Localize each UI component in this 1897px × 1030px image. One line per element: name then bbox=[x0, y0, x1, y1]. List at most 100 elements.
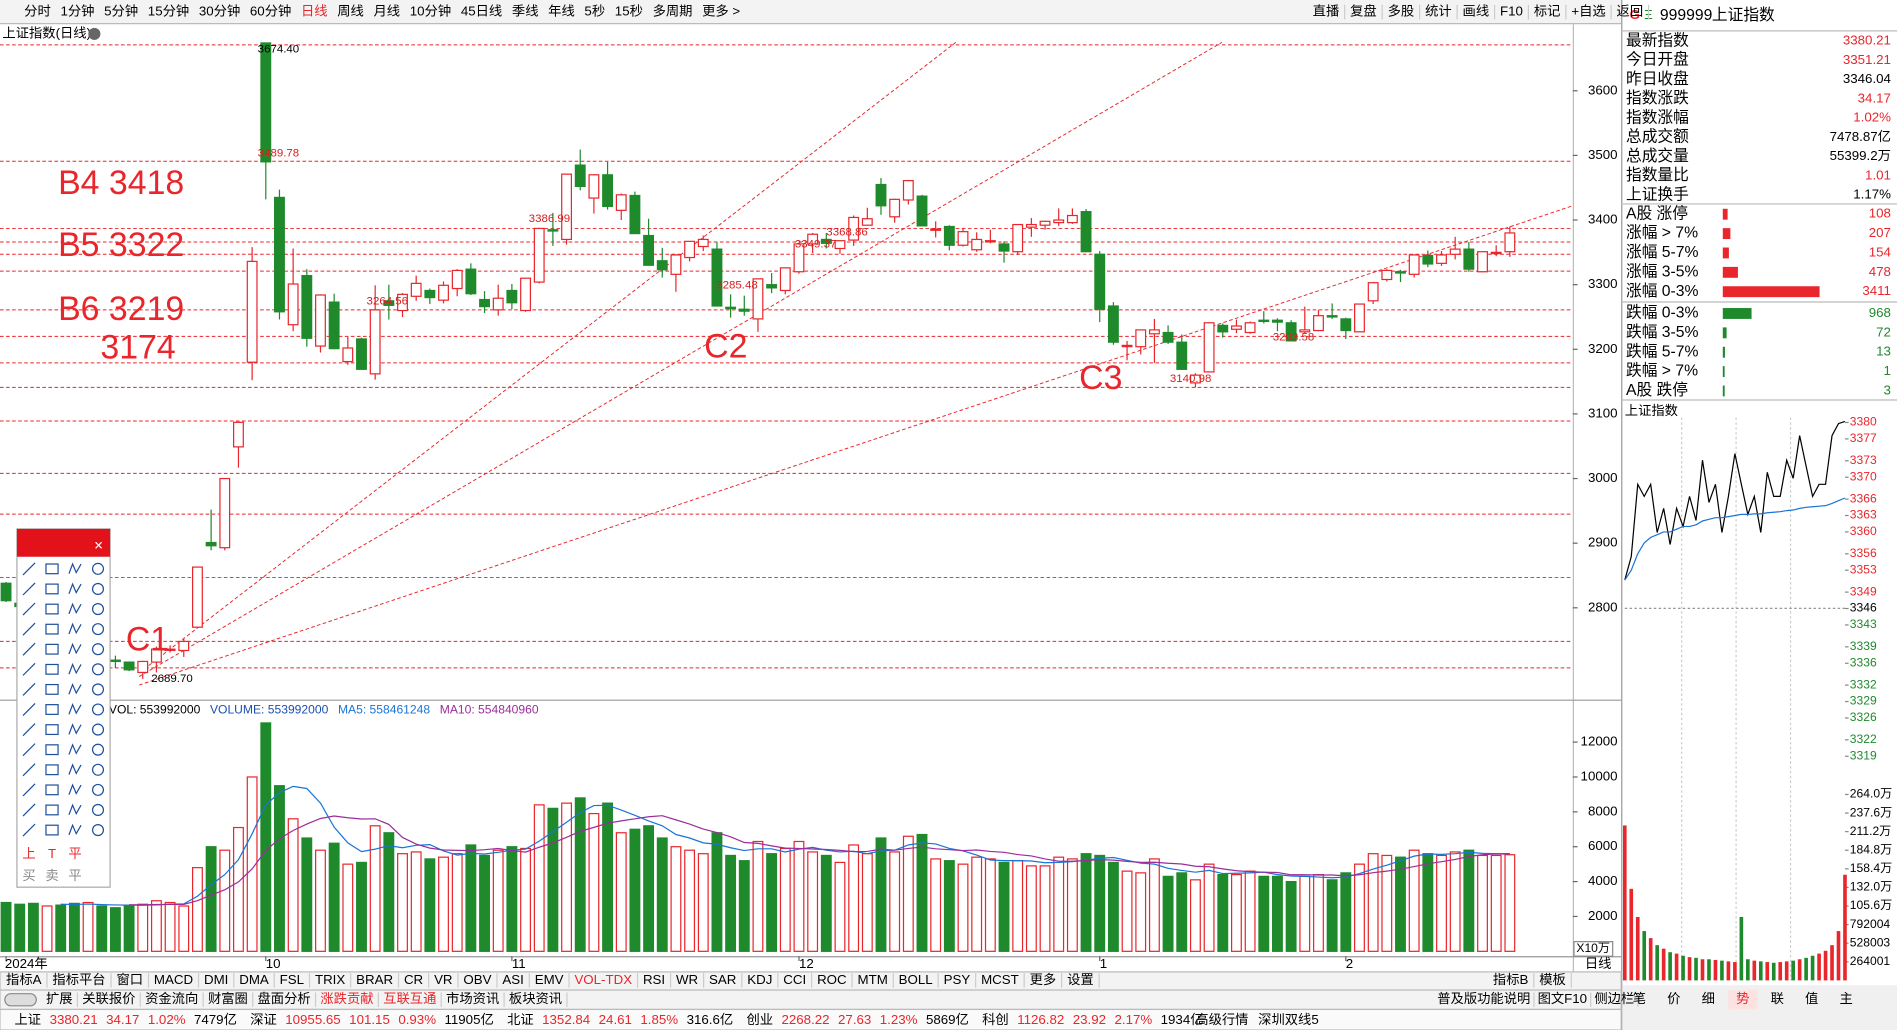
side-tab[interactable]: 细 bbox=[1702, 991, 1715, 1006]
tool-icon[interactable] bbox=[91, 823, 105, 837]
sub-tab[interactable]: 互联互通 bbox=[383, 991, 436, 1006]
side-tab[interactable]: 笔 bbox=[1633, 991, 1646, 1006]
toggle[interactable] bbox=[4, 993, 37, 1007]
side-tab[interactable]: 势 bbox=[1736, 991, 1749, 1006]
tool-icon[interactable] bbox=[45, 784, 59, 796]
side-tab[interactable]: 价 bbox=[1667, 991, 1680, 1006]
toolbar-button[interactable]: 画线 bbox=[1463, 4, 1490, 19]
tool-icon[interactable] bbox=[22, 743, 36, 757]
indicator-tab[interactable]: EMV bbox=[535, 972, 564, 987]
indicator-tab[interactable]: WR bbox=[676, 972, 698, 987]
period-tab[interactable]: 45日线 bbox=[461, 4, 502, 19]
period-tab[interactable]: 15分钟 bbox=[148, 3, 189, 19]
period-tab[interactable]: 年线 bbox=[548, 4, 575, 19]
sub-tab[interactable]: 普及版功能说明 bbox=[1437, 991, 1530, 1006]
period-tab[interactable]: 分时 bbox=[24, 4, 51, 19]
trade-button[interactable]: 卖 bbox=[45, 868, 58, 883]
period-tab[interactable]: 日线 bbox=[301, 4, 328, 19]
tool-icon[interactable] bbox=[68, 703, 82, 715]
indicator-tab[interactable]: VOL-TDX bbox=[574, 972, 632, 987]
tool-icon[interactable] bbox=[45, 623, 59, 635]
tool-icon[interactable] bbox=[45, 824, 59, 836]
indicator-tab[interactable]: CCI bbox=[783, 972, 806, 987]
tool-icon[interactable] bbox=[22, 803, 36, 817]
tool-icon[interactable] bbox=[68, 642, 82, 655]
tool-icon[interactable]: 上 bbox=[22, 846, 35, 861]
tool-icon[interactable] bbox=[45, 724, 59, 736]
sub-tab[interactable]: 板块资讯 bbox=[509, 991, 562, 1006]
tool-icon[interactable] bbox=[91, 663, 105, 676]
indicator-tab[interactable]: 指标平台 bbox=[52, 972, 105, 987]
indicator-tab[interactable]: OBV bbox=[463, 972, 491, 987]
toolbar-button[interactable]: 返回 bbox=[1617, 4, 1644, 19]
period-tab[interactable]: 15秒 bbox=[615, 4, 643, 19]
trade-button[interactable]: 买 bbox=[22, 868, 35, 883]
period-tab[interactable]: 10分钟 bbox=[410, 3, 451, 19]
tool-icon[interactable] bbox=[22, 682, 36, 696]
indicator-tab[interactable]: DMA bbox=[239, 972, 269, 987]
indicator-tab[interactable]: PSY bbox=[944, 972, 971, 987]
period-tab[interactable]: 周线 bbox=[337, 4, 364, 19]
tool-icon[interactable] bbox=[45, 663, 59, 675]
period-tab[interactable]: 30分钟 bbox=[199, 3, 240, 19]
indicator-tab[interactable]: RSI bbox=[643, 972, 665, 987]
toolbar-button[interactable]: 直播 bbox=[1313, 4, 1340, 19]
tool-icon[interactable] bbox=[22, 783, 36, 797]
indicator-tab[interactable]: 更多 bbox=[1030, 971, 1057, 987]
tool-icon[interactable] bbox=[68, 662, 82, 675]
tool-icon[interactable] bbox=[91, 623, 105, 636]
sub-tab[interactable]: 关联报价 bbox=[82, 991, 135, 1006]
tool-icon[interactable] bbox=[22, 582, 36, 596]
indicator-tab[interactable]: MCST bbox=[981, 972, 1019, 987]
indicator-tab[interactable]: VR bbox=[434, 972, 452, 987]
sub-tab[interactable]: 扩展 bbox=[46, 991, 73, 1006]
period-tab[interactable]: 月线 bbox=[374, 4, 401, 19]
side-tab[interactable]: 值 bbox=[1805, 991, 1818, 1006]
tool-icon[interactable] bbox=[68, 783, 82, 795]
tool-icon[interactable] bbox=[68, 682, 82, 695]
sub-tab[interactable]: 资金流向 bbox=[145, 991, 198, 1006]
indicator-tab[interactable]: 窗口 bbox=[116, 971, 143, 987]
tool-icon[interactable] bbox=[68, 582, 82, 595]
sub-tab[interactable]: 涨跌贡献 bbox=[320, 991, 373, 1006]
tool-icon[interactable] bbox=[22, 763, 36, 777]
indicator-tab[interactable]: KDJ bbox=[747, 972, 772, 987]
tool-icon[interactable] bbox=[45, 744, 59, 756]
tool-icon[interactable] bbox=[91, 743, 105, 756]
tool-icon[interactable] bbox=[68, 602, 82, 615]
side-tab[interactable]: 联 bbox=[1771, 991, 1784, 1006]
tool-icon[interactable] bbox=[68, 743, 82, 755]
tool-icon[interactable] bbox=[22, 723, 36, 737]
tool-icon[interactable] bbox=[91, 723, 105, 736]
toolbar-button[interactable]: F10 bbox=[1500, 4, 1523, 19]
tool-icon[interactable] bbox=[22, 562, 36, 576]
indicator-tab[interactable]: ROC bbox=[817, 972, 847, 987]
trade-button[interactable]: 平 bbox=[68, 868, 81, 883]
tool-icon[interactable] bbox=[91, 602, 105, 616]
indicator-tab[interactable]: BRAR bbox=[356, 972, 393, 987]
tool-icon[interactable] bbox=[45, 643, 59, 655]
tool-icon[interactable]: T bbox=[48, 846, 56, 861]
indicator-tab[interactable]: CR bbox=[404, 972, 423, 987]
tool-icon[interactable] bbox=[45, 683, 59, 695]
sub-tab[interactable]: 盘面分析 bbox=[258, 990, 311, 1006]
tool-icon[interactable] bbox=[68, 763, 82, 775]
period-tab[interactable]: 季线 bbox=[512, 4, 539, 19]
close-icon[interactable] bbox=[95, 541, 103, 549]
tool-icon[interactable] bbox=[45, 804, 59, 816]
side-tab[interactable]: 主 bbox=[1840, 991, 1853, 1006]
toolbar-button[interactable]: 统计 bbox=[1425, 4, 1452, 19]
status-link[interactable]: 高级行情 bbox=[1195, 1011, 1248, 1027]
period-tab[interactable]: 更多 > bbox=[702, 3, 740, 19]
tool-icon[interactable] bbox=[22, 703, 36, 716]
indicator-tab[interactable]: 指标A bbox=[6, 972, 42, 987]
indicator-tab[interactable]: 指标B bbox=[1493, 972, 1529, 987]
tool-icon[interactable] bbox=[91, 643, 105, 656]
indicator-tab[interactable]: MACD bbox=[154, 972, 193, 987]
tool-icon[interactable] bbox=[45, 704, 59, 715]
period-tab[interactable]: 多周期 bbox=[653, 3, 693, 19]
indicator-tab[interactable]: SAR bbox=[709, 972, 736, 987]
tool-icon[interactable] bbox=[45, 764, 59, 776]
toolbar-button[interactable]: 标记 bbox=[1534, 4, 1561, 19]
tool-icon[interactable] bbox=[68, 723, 82, 735]
